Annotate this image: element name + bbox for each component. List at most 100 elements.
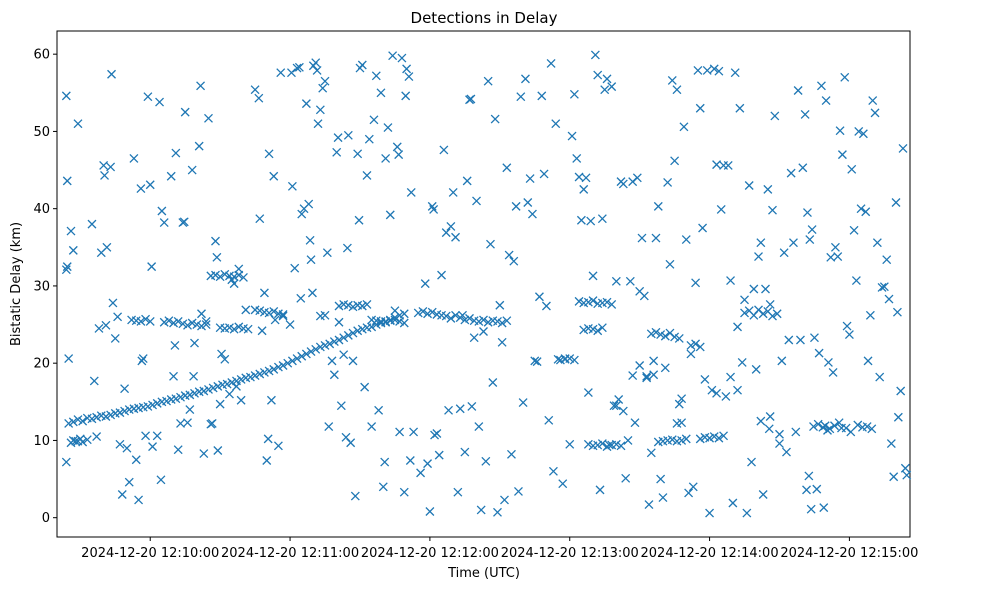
data-point — [892, 307, 902, 317]
data-point — [474, 422, 484, 431]
x-axis: 2024-12-20 12:10:00 2024-12-20 12:11:00 20… — [81, 537, 918, 561]
data-point — [770, 111, 780, 121]
data-point — [830, 421, 839, 431]
data-point — [381, 154, 391, 163]
data-point — [705, 508, 715, 518]
data-point — [813, 419, 823, 429]
data-point — [213, 446, 223, 455]
data-point — [625, 276, 635, 286]
data-point — [518, 398, 528, 408]
data-point — [761, 284, 770, 294]
data-point — [427, 307, 437, 317]
data-point — [814, 348, 824, 358]
data-point — [360, 382, 370, 392]
data-point — [357, 60, 367, 70]
data-point — [742, 508, 752, 518]
data-point — [861, 207, 871, 217]
data-point — [893, 412, 903, 422]
data-point — [807, 225, 817, 234]
data-point — [362, 300, 372, 309]
data-point — [509, 256, 519, 266]
data-point — [255, 214, 265, 224]
data-point — [211, 236, 220, 246]
data-point — [362, 171, 372, 180]
data-point — [166, 171, 176, 181]
data-point — [660, 331, 670, 341]
x-tick-label: 2024-12-20 12:12:00 — [361, 546, 499, 561]
data-point — [278, 361, 288, 370]
data-point — [73, 119, 83, 129]
data-point — [751, 364, 761, 374]
data-point — [266, 395, 276, 405]
data-point — [586, 216, 596, 226]
data-point — [201, 320, 211, 330]
data-point — [779, 248, 789, 258]
data-point — [190, 338, 199, 348]
data-point — [698, 223, 708, 233]
data-point — [432, 429, 442, 438]
data-point — [846, 427, 856, 437]
data-point — [257, 326, 267, 336]
data-point — [809, 333, 819, 343]
data-point — [183, 320, 192, 330]
data-point — [886, 439, 896, 448]
data-point — [446, 313, 456, 323]
data-point — [269, 171, 279, 181]
data-point — [820, 421, 830, 431]
data-point — [385, 210, 395, 220]
data-point — [441, 228, 451, 238]
data-point — [493, 507, 502, 517]
data-point — [527, 209, 537, 219]
data-point — [89, 376, 99, 386]
data-point — [597, 323, 607, 333]
data-point — [329, 370, 339, 380]
data-point — [305, 235, 315, 245]
data-point — [399, 309, 409, 319]
data-point — [380, 457, 390, 467]
data-point — [635, 361, 645, 370]
data-point — [183, 418, 192, 428]
data-point — [157, 206, 167, 216]
data-point — [285, 320, 295, 330]
data-point — [791, 427, 801, 437]
data-point — [108, 298, 118, 308]
data-point — [677, 394, 687, 404]
data-point — [812, 484, 822, 494]
data-point — [102, 242, 112, 252]
data-point — [719, 431, 729, 441]
data-point — [197, 309, 206, 319]
data-point — [453, 487, 463, 497]
data-point — [688, 482, 698, 492]
data-point — [488, 378, 498, 387]
data-point — [842, 321, 852, 331]
y-tick-label: 50 — [33, 125, 50, 140]
data-point — [259, 288, 269, 298]
data-point — [378, 482, 388, 492]
data-point — [835, 126, 845, 136]
data-point — [756, 416, 766, 426]
data-point — [243, 324, 253, 334]
data-point — [217, 349, 227, 359]
data-point — [765, 412, 775, 421]
data-point — [726, 372, 736, 382]
data-point — [339, 333, 349, 343]
data-point — [500, 495, 509, 505]
data-point — [399, 487, 409, 497]
data-point — [569, 89, 579, 99]
data-point — [441, 311, 451, 321]
data-point — [733, 322, 742, 332]
data-point — [630, 418, 640, 428]
data-point — [653, 201, 663, 211]
data-point — [714, 433, 724, 443]
data-point — [618, 406, 628, 416]
data-point — [709, 64, 719, 74]
data-point — [124, 477, 134, 487]
data-point — [849, 225, 859, 235]
data-point — [821, 96, 831, 105]
data-point — [136, 184, 146, 194]
data-point — [320, 310, 330, 320]
data-point — [777, 356, 787, 366]
data-point — [872, 238, 882, 248]
data-point — [409, 427, 419, 437]
data-point — [597, 214, 607, 224]
